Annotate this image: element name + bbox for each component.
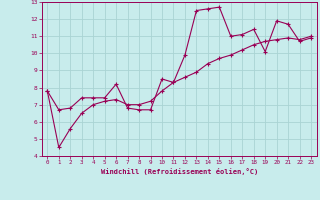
X-axis label: Windchill (Refroidissement éolien,°C): Windchill (Refroidissement éolien,°C)	[100, 168, 258, 175]
